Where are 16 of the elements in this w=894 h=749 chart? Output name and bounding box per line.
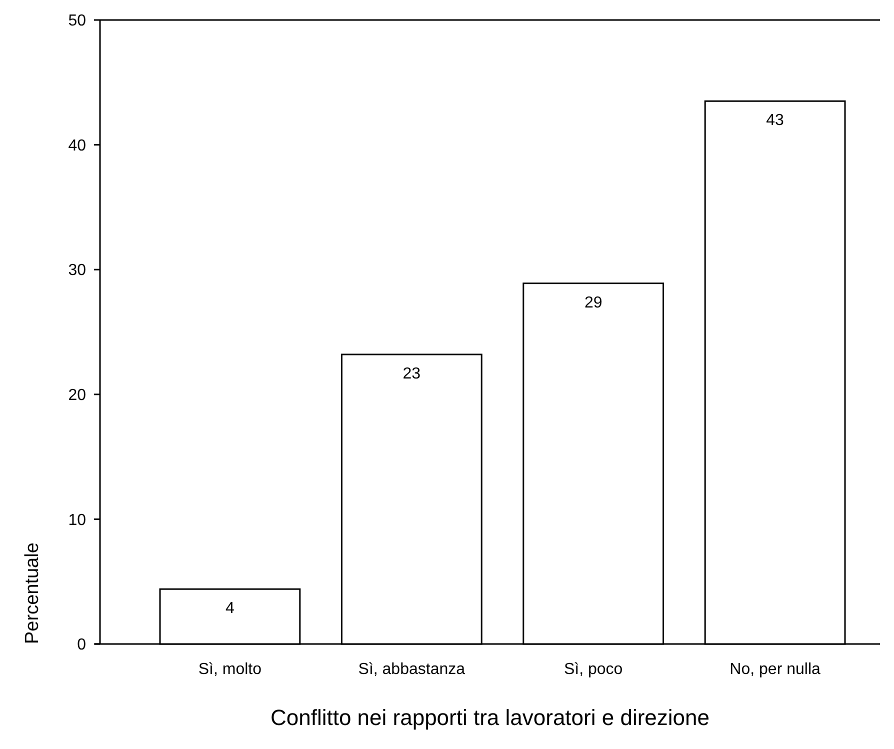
x-tick-label: Sì, molto xyxy=(198,661,262,678)
y-tick-label: 10 xyxy=(68,512,86,529)
x-tick-label: No, per nulla xyxy=(730,661,821,678)
x-axis-title: Conflitto nei rapporti tra lavoratori e direzione xyxy=(270,705,710,730)
x-tick-label: Sì, poco xyxy=(564,661,623,678)
y-tick-label: 0 xyxy=(77,636,86,654)
data-label: 23 xyxy=(402,365,421,382)
y-tick-label: 50 xyxy=(68,12,86,30)
y-axis-title: Percentuale xyxy=(22,542,43,644)
data-label: 4 xyxy=(226,600,234,618)
y-tick-label: 20 xyxy=(68,387,86,404)
y-tick-label: 40 xyxy=(68,137,86,154)
x-tick-label: Sì, abbastanza xyxy=(358,661,466,678)
y-tick-label: 30 xyxy=(68,262,86,280)
data-label: 29 xyxy=(584,294,602,312)
data-label: 43 xyxy=(766,112,784,130)
